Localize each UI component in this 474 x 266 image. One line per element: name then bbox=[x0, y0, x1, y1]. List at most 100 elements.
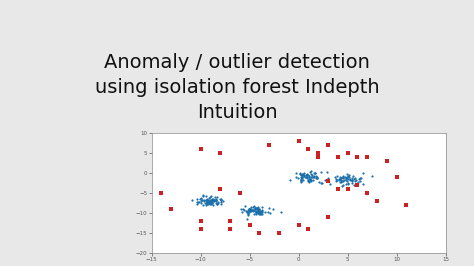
Point bbox=[292, 171, 300, 175]
Point bbox=[323, 170, 331, 174]
Point bbox=[292, 174, 300, 179]
Point bbox=[208, 198, 215, 202]
Point bbox=[340, 178, 347, 182]
Point bbox=[308, 174, 316, 179]
Point bbox=[216, 197, 224, 201]
Point bbox=[373, 199, 381, 203]
Point bbox=[348, 178, 356, 182]
Point bbox=[197, 147, 204, 151]
Point bbox=[207, 198, 214, 203]
Point bbox=[219, 199, 227, 203]
Point bbox=[346, 173, 353, 177]
Point bbox=[252, 206, 260, 210]
Point bbox=[199, 198, 206, 202]
Point bbox=[294, 176, 301, 180]
Point bbox=[326, 181, 333, 186]
Point bbox=[217, 187, 224, 191]
Point bbox=[261, 210, 268, 215]
Point bbox=[205, 198, 212, 202]
Point bbox=[205, 201, 213, 205]
Point bbox=[238, 210, 246, 214]
Point bbox=[212, 199, 220, 203]
Point bbox=[253, 208, 261, 213]
Point bbox=[257, 211, 265, 216]
Point bbox=[305, 177, 313, 181]
Point bbox=[217, 200, 225, 204]
Point bbox=[354, 183, 361, 187]
Point bbox=[297, 178, 305, 182]
Point bbox=[203, 202, 210, 206]
Point bbox=[258, 208, 266, 213]
Point bbox=[308, 173, 316, 177]
Point bbox=[249, 208, 256, 212]
Point bbox=[318, 170, 325, 174]
Point bbox=[251, 209, 259, 213]
Point bbox=[245, 212, 252, 216]
Point bbox=[354, 155, 361, 159]
Point bbox=[339, 175, 346, 179]
Point bbox=[205, 199, 212, 203]
Point bbox=[210, 199, 218, 203]
Point bbox=[209, 197, 217, 201]
Point bbox=[243, 210, 251, 214]
Point bbox=[167, 207, 175, 211]
Point bbox=[357, 178, 365, 183]
Point bbox=[252, 206, 260, 210]
Point bbox=[402, 203, 410, 207]
Point bbox=[240, 208, 248, 213]
Point bbox=[217, 151, 224, 155]
Point bbox=[241, 203, 249, 208]
Point bbox=[258, 210, 266, 214]
Point bbox=[258, 212, 265, 216]
Point bbox=[209, 198, 217, 202]
Point bbox=[252, 211, 260, 215]
Point bbox=[209, 198, 217, 202]
Point bbox=[205, 196, 213, 200]
Point bbox=[311, 171, 319, 175]
Point bbox=[200, 198, 207, 202]
Point bbox=[253, 212, 260, 217]
Point bbox=[193, 197, 201, 201]
Point bbox=[351, 178, 358, 183]
Point bbox=[298, 175, 305, 179]
Point bbox=[364, 155, 371, 159]
Point bbox=[337, 177, 344, 182]
Point bbox=[255, 231, 263, 235]
Point bbox=[336, 178, 343, 182]
Point bbox=[348, 181, 356, 186]
Point bbox=[364, 191, 371, 195]
Point bbox=[306, 177, 314, 182]
Point bbox=[202, 198, 210, 202]
Point bbox=[310, 173, 318, 178]
Point bbox=[333, 174, 340, 178]
Point bbox=[309, 175, 317, 179]
Point bbox=[298, 176, 306, 181]
Point bbox=[218, 198, 225, 202]
Point bbox=[251, 207, 259, 211]
Point bbox=[246, 223, 254, 227]
Point bbox=[348, 178, 356, 182]
Point bbox=[249, 205, 256, 209]
Point bbox=[314, 155, 322, 159]
Point bbox=[302, 175, 310, 179]
Point bbox=[202, 201, 210, 206]
Point bbox=[202, 203, 210, 207]
Point bbox=[209, 198, 217, 202]
Point bbox=[208, 199, 216, 203]
Point bbox=[258, 205, 266, 209]
Point bbox=[254, 209, 262, 213]
Point bbox=[255, 209, 263, 213]
Point bbox=[340, 176, 347, 180]
Point bbox=[297, 173, 305, 177]
Point bbox=[255, 212, 263, 216]
Point bbox=[217, 202, 224, 206]
Point bbox=[331, 175, 339, 180]
Point bbox=[245, 208, 252, 213]
Point bbox=[307, 170, 314, 174]
Point bbox=[344, 187, 351, 191]
Point bbox=[297, 178, 305, 183]
Point bbox=[246, 208, 253, 212]
Point bbox=[211, 195, 219, 200]
Point bbox=[246, 207, 254, 212]
Point bbox=[286, 177, 293, 182]
